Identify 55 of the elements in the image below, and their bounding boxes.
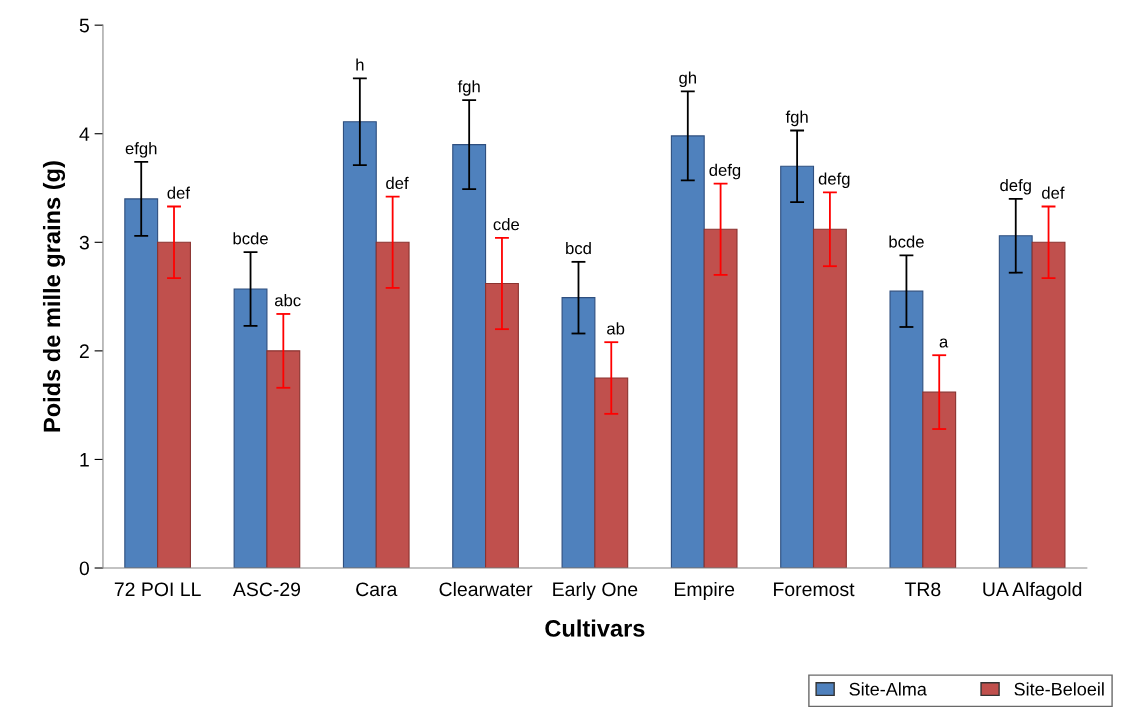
- y-tick-label: 5: [79, 18, 89, 33]
- y-tick-label: 0: [79, 561, 90, 576]
- data-label: fgh: [457, 80, 480, 96]
- bar: [670, 135, 705, 569]
- bar: [561, 297, 596, 569]
- y-tick-label: 4: [79, 127, 90, 141]
- bar: [452, 144, 487, 569]
- y-tick-label: 2: [79, 344, 89, 358]
- data-label: gh: [679, 71, 696, 88]
- bar: [812, 228, 847, 569]
- bar: [998, 235, 1033, 569]
- x-axis-title: Cultivars: [545, 619, 645, 637]
- x-tick-label: Early One: [553, 581, 638, 601]
- y-tick-label: 3: [79, 235, 89, 250]
- bar: [1031, 241, 1066, 569]
- data-label: bcde: [889, 235, 924, 248]
- data-label: fgh: [785, 110, 808, 127]
- data-label: h: [356, 58, 364, 71]
- bar: [594, 377, 629, 569]
- legend-label: Site-Alma: [849, 682, 927, 696]
- data-label: efgh: [125, 142, 157, 158]
- data-label: abc: [274, 294, 301, 307]
- bar: [485, 283, 519, 569]
- data-label: defg: [1000, 179, 1031, 195]
- bar: [780, 165, 815, 569]
- bar: [266, 350, 301, 569]
- data-label: cde: [493, 218, 520, 231]
- data-label: bcd: [566, 241, 591, 255]
- data-label: defg: [709, 163, 741, 180]
- data-label: def: [1042, 186, 1065, 199]
- data-label: def: [167, 186, 190, 199]
- bar: [703, 228, 738, 569]
- x-tick-label: Cara: [356, 582, 398, 597]
- bar: [889, 290, 924, 569]
- x-tick-label: ASC-29: [232, 582, 301, 597]
- bar: [124, 198, 159, 569]
- x-tick-label: UA Alfagold: [983, 581, 1082, 601]
- data-label: bcde: [233, 232, 268, 245]
- legend-label: Site-Beloeil: [1014, 682, 1104, 696]
- data-label: defg: [818, 172, 850, 189]
- x-tick-label: Empire: [675, 581, 735, 601]
- data-label: a: [939, 338, 949, 348]
- bar: [342, 121, 377, 569]
- x-tick-label: 72 POI LL: [114, 582, 201, 597]
- y-axis-title: Poids de mille grains (g): [42, 161, 66, 432]
- x-tick-label: Foremost: [774, 582, 855, 597]
- y-tick-label: 1: [80, 453, 89, 467]
- bar: [157, 241, 191, 569]
- x-tick-label: TR8: [904, 582, 941, 597]
- data-label: def: [386, 176, 409, 190]
- bar: [375, 241, 410, 569]
- data-label: ab: [607, 322, 625, 335]
- bar: [922, 391, 957, 569]
- bar: [233, 288, 268, 569]
- x-tick-label: Clearwater: [439, 581, 533, 597]
